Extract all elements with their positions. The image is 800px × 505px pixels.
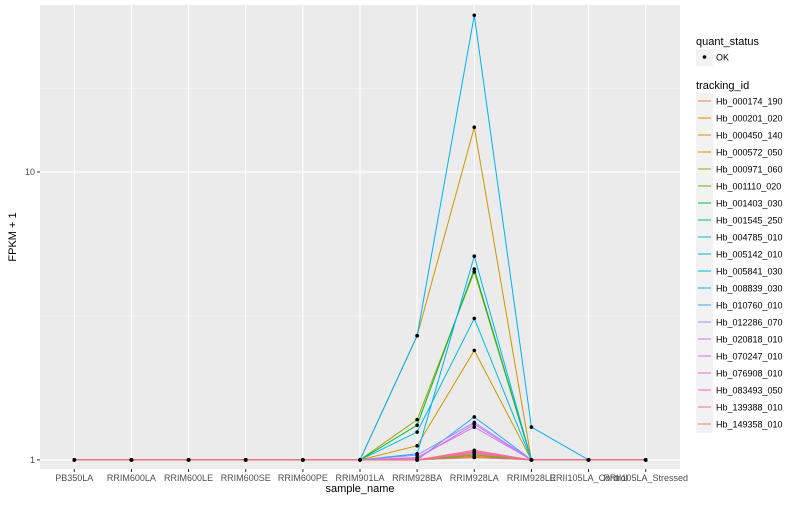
data-point bbox=[243, 458, 248, 462]
legend-label: OK bbox=[716, 53, 729, 63]
legend: quant_status OK tracking_id Hb_000174_190 Hb… bbox=[696, 36, 783, 433]
legend-label: Hb_000971_060 bbox=[716, 165, 783, 175]
legend-label: Hb_005142_010 bbox=[716, 250, 783, 260]
legend-label: Hb_005841_030 bbox=[716, 267, 783, 277]
legend-label: Hb_070247_010 bbox=[716, 352, 783, 362]
data-point bbox=[529, 425, 534, 429]
legend-label: Hb_010760_010 bbox=[716, 301, 783, 311]
data-point bbox=[186, 458, 191, 462]
legend-title-tracking-id: tracking_id bbox=[696, 80, 749, 92]
legend-label: Hb_001110_020 bbox=[716, 182, 781, 192]
data-point bbox=[472, 425, 477, 429]
data-point bbox=[472, 415, 477, 419]
legend-label: Hb_139388_010 bbox=[716, 403, 783, 413]
x-tick-label: RRII105LA_Stressed bbox=[603, 473, 688, 483]
legend-label: Hb_000201_020 bbox=[716, 114, 783, 124]
data-point bbox=[415, 458, 419, 462]
legend-label: Hb_020818_010 bbox=[716, 335, 783, 345]
y-tick-label: 1 bbox=[30, 455, 35, 465]
data-point bbox=[415, 430, 419, 434]
legend-label: Hb_008839_030 bbox=[716, 284, 783, 294]
legend-label: Hb_000572_050 bbox=[716, 148, 783, 158]
legend-label: Hb_001403_030 bbox=[716, 199, 783, 209]
x-tick-label: RRIM600LE bbox=[164, 473, 213, 483]
data-point bbox=[472, 348, 477, 353]
series-layer bbox=[72, 13, 648, 462]
legend-label: Hb_149358_010 bbox=[716, 420, 783, 430]
data-point bbox=[643, 458, 648, 462]
grid-layer bbox=[40, 5, 680, 469]
data-point bbox=[472, 13, 477, 18]
data-point bbox=[472, 422, 477, 427]
legend-label: Hb_004785_010 bbox=[716, 233, 783, 243]
y-axis-label: FPKM + 1 bbox=[7, 212, 19, 261]
data-point bbox=[472, 254, 477, 258]
legend-label: Hb_083493_050 bbox=[716, 386, 783, 396]
data-point bbox=[415, 333, 419, 338]
legend-label: Hb_000450_140 bbox=[716, 131, 783, 141]
axis-layer: 1 10 PB350LA RRIM600LA RRIM600LE RRIM600SE RRI… bbox=[25, 167, 688, 483]
legend-label: Hb_001545_250 bbox=[716, 216, 783, 226]
legend-label: Hb_000174_190 bbox=[716, 97, 783, 107]
x-tick-label: RRIM600SE bbox=[221, 473, 271, 483]
legend-label: Hb_012286_070 bbox=[716, 318, 783, 328]
data-point bbox=[472, 270, 477, 274]
data-point bbox=[72, 458, 77, 462]
data-point bbox=[472, 449, 477, 454]
data-point bbox=[586, 458, 591, 462]
data-point bbox=[472, 267, 477, 271]
data-point bbox=[358, 458, 362, 462]
x-tick-label: RRIM928LA bbox=[450, 473, 499, 483]
legend-point bbox=[702, 55, 707, 59]
x-tick-label: RRIM600PE bbox=[278, 473, 328, 483]
x-tick-label: RRIM600LA bbox=[107, 473, 156, 483]
data-point bbox=[472, 316, 477, 321]
data-point bbox=[415, 443, 419, 448]
x-tick-label: RRII105LA_Control bbox=[550, 473, 628, 483]
x-axis-label: sample_name bbox=[325, 483, 394, 495]
x-tick-label: RRIM928LE bbox=[507, 473, 556, 483]
x-tick-label: RRIM928BA bbox=[392, 473, 442, 483]
data-point bbox=[472, 455, 477, 460]
data-point bbox=[301, 458, 305, 462]
data-point bbox=[529, 458, 534, 462]
x-tick-label: PB350LA bbox=[55, 473, 93, 483]
data-point bbox=[472, 125, 477, 130]
data-point bbox=[415, 417, 419, 422]
data-point bbox=[129, 458, 134, 462]
legend-title-quant-status: quant_status bbox=[696, 36, 759, 48]
data-point bbox=[415, 423, 419, 428]
x-tick-label: RRIM901LA bbox=[335, 473, 384, 483]
y-tick-label: 10 bbox=[25, 167, 35, 177]
legend-label: Hb_076908_010 bbox=[716, 369, 783, 379]
